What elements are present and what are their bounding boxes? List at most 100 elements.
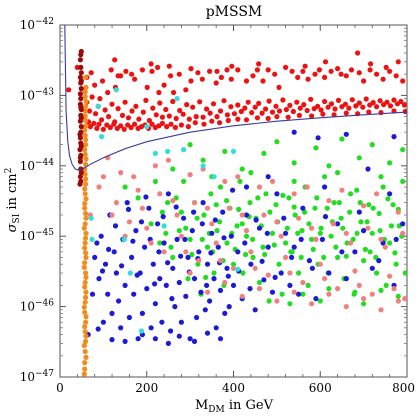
data-point bbox=[122, 282, 128, 288]
data-point bbox=[155, 221, 161, 227]
data-point bbox=[305, 282, 311, 288]
data-point bbox=[78, 170, 84, 176]
data-point bbox=[207, 298, 213, 304]
data-point bbox=[284, 225, 290, 231]
data-point bbox=[148, 240, 154, 246]
data-point bbox=[170, 198, 176, 204]
data-point bbox=[83, 294, 89, 300]
data-point bbox=[105, 89, 111, 96]
data-point bbox=[380, 184, 386, 190]
data-point bbox=[221, 98, 227, 104]
data-point bbox=[83, 333, 89, 339]
data-point bbox=[226, 205, 232, 211]
data-point bbox=[109, 101, 115, 107]
data-point bbox=[317, 298, 323, 304]
data-point bbox=[152, 301, 158, 307]
data-point bbox=[365, 166, 371, 172]
data-point bbox=[287, 282, 293, 288]
data-point bbox=[228, 76, 234, 82]
data-point bbox=[188, 66, 194, 72]
data-point bbox=[178, 319, 184, 325]
data-point bbox=[339, 249, 345, 255]
data-points bbox=[66, 48, 407, 377]
data-point bbox=[195, 70, 201, 76]
data-point bbox=[109, 212, 115, 218]
data-point bbox=[136, 116, 142, 122]
data-point bbox=[83, 210, 89, 217]
data-point bbox=[283, 106, 289, 113]
data-point bbox=[157, 100, 163, 106]
data-point bbox=[191, 200, 198, 206]
data-point bbox=[291, 178, 297, 184]
data-point bbox=[356, 282, 362, 288]
data-point bbox=[235, 67, 241, 73]
data-point bbox=[156, 249, 162, 255]
data-point bbox=[316, 67, 322, 73]
data-point bbox=[300, 279, 306, 286]
data-point bbox=[107, 124, 113, 131]
data-point bbox=[132, 121, 138, 127]
data-point bbox=[222, 178, 228, 184]
data-point bbox=[300, 205, 306, 211]
data-point bbox=[302, 63, 308, 69]
data-point bbox=[88, 215, 94, 221]
data-point bbox=[390, 202, 396, 208]
data-point bbox=[148, 221, 154, 227]
data-point bbox=[387, 273, 393, 279]
data-point bbox=[299, 228, 305, 234]
data-point bbox=[180, 111, 186, 117]
data-point bbox=[159, 114, 165, 120]
data-point bbox=[178, 209, 184, 215]
data-point bbox=[387, 103, 394, 109]
data-point bbox=[235, 116, 241, 122]
data-point bbox=[252, 307, 258, 313]
data-point bbox=[156, 89, 162, 96]
data-point bbox=[118, 325, 124, 331]
data-point bbox=[189, 251, 195, 258]
data-point bbox=[165, 340, 171, 346]
data-point bbox=[309, 113, 315, 119]
data-point bbox=[113, 200, 119, 206]
data-point bbox=[273, 202, 279, 208]
data-point bbox=[361, 228, 367, 234]
data-point bbox=[217, 108, 224, 114]
data-point bbox=[129, 71, 135, 77]
data-point bbox=[283, 254, 289, 260]
data-point bbox=[297, 105, 303, 111]
data-point bbox=[83, 215, 89, 221]
y-tick-label: 10−44 bbox=[20, 158, 55, 173]
data-point bbox=[83, 84, 89, 90]
data-point bbox=[163, 106, 169, 113]
data-point bbox=[356, 100, 362, 106]
data-point bbox=[201, 212, 207, 218]
data-point bbox=[352, 289, 358, 295]
data-point bbox=[152, 281, 158, 287]
data-point bbox=[153, 112, 159, 118]
data-point bbox=[322, 98, 328, 105]
data-point bbox=[318, 107, 324, 113]
data-point bbox=[77, 57, 83, 63]
data-point bbox=[82, 113, 88, 119]
data-point bbox=[164, 124, 170, 130]
data-point bbox=[283, 240, 289, 246]
data-point bbox=[133, 103, 139, 109]
data-point bbox=[121, 126, 127, 132]
data-point bbox=[287, 301, 293, 307]
data-point bbox=[360, 104, 366, 110]
data-point bbox=[100, 174, 106, 180]
data-point bbox=[204, 244, 211, 250]
data-point bbox=[395, 209, 401, 215]
data-point bbox=[248, 261, 254, 267]
data-point bbox=[166, 63, 172, 69]
data-point bbox=[301, 102, 307, 108]
data-point bbox=[354, 187, 360, 193]
data-point bbox=[187, 142, 193, 148]
data-point bbox=[138, 328, 145, 334]
data-point bbox=[255, 195, 261, 201]
data-point bbox=[78, 104, 84, 110]
data-point bbox=[263, 106, 269, 112]
data-point bbox=[78, 70, 84, 76]
data-point bbox=[152, 178, 158, 184]
data-point bbox=[315, 135, 321, 141]
data-point bbox=[291, 160, 297, 166]
